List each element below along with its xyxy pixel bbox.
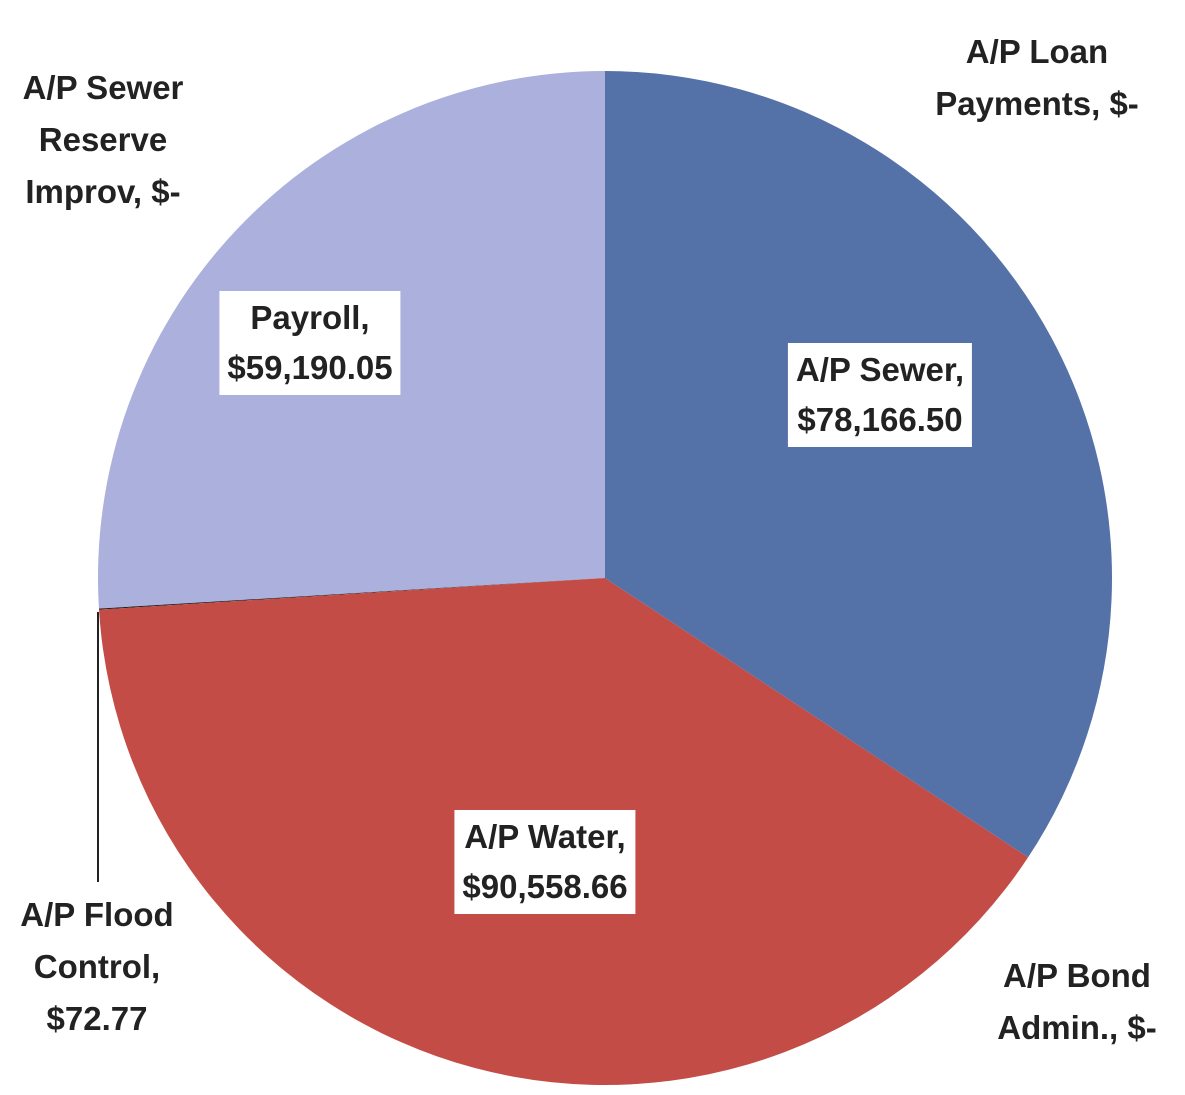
category-label: A/P Sewer Reserve Improv, — [22, 69, 184, 210]
data-label: Payroll, $59,190.05 — [219, 291, 401, 395]
category-label: A/P Sewer, — [795, 351, 965, 388]
data-label: A/P Flood Control, $72.77 — [0, 889, 197, 1045]
category-label: A/P Water, — [464, 818, 626, 855]
data-label: A/P Bond Admin., $- — [977, 950, 1177, 1054]
pie-slice — [98, 578, 605, 610]
value-label: $90,558.66 — [462, 868, 628, 905]
pie-slice — [605, 71, 1112, 858]
data-label: A/P Loan Payments, $- — [932, 26, 1142, 130]
data-label: A/P Sewer, $78,166.50 — [787, 343, 973, 447]
value-label: $59,190.05 — [227, 349, 393, 386]
data-label: A/P Sewer Reserve Improv, $- — [0, 62, 208, 218]
value-label: $- — [1109, 85, 1139, 122]
category-label: A/P Loan Payments, — [935, 33, 1109, 122]
category-label: Payroll, — [250, 299, 370, 336]
category-label: A/P Bond Admin., — [997, 957, 1151, 1046]
value-label: $78,166.50 — [797, 401, 963, 438]
value-label: $72.77 — [46, 1000, 148, 1037]
data-label: A/P Water, $90,558.66 — [454, 810, 636, 914]
value-label: $- — [151, 173, 181, 210]
category-label: A/P Flood Control, — [20, 896, 174, 985]
value-label: $- — [1127, 1009, 1157, 1046]
